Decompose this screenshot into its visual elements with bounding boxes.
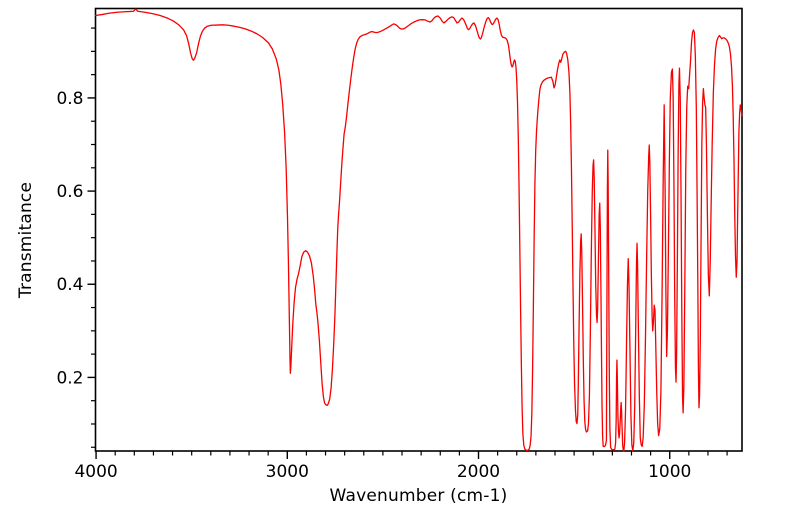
x-tick-label: 2000: [457, 462, 500, 482]
y-tick-label: 0.4: [56, 275, 83, 295]
x-tick-label: 1000: [648, 462, 691, 482]
y-tick-label: 0.8: [56, 89, 83, 109]
plot-frame: [94, 7, 743, 452]
x-axis-title: Wavenumber (cm-1): [329, 486, 508, 506]
x-tick-label: 3000: [266, 462, 309, 482]
y-tick-label: 0.2: [56, 368, 83, 388]
y-tick-label: 0.6: [56, 182, 83, 202]
spectrum-line: [94, 8, 743, 452]
y-axis-title: Transmitance: [16, 181, 36, 299]
x-tick-label: 4000: [74, 462, 117, 482]
